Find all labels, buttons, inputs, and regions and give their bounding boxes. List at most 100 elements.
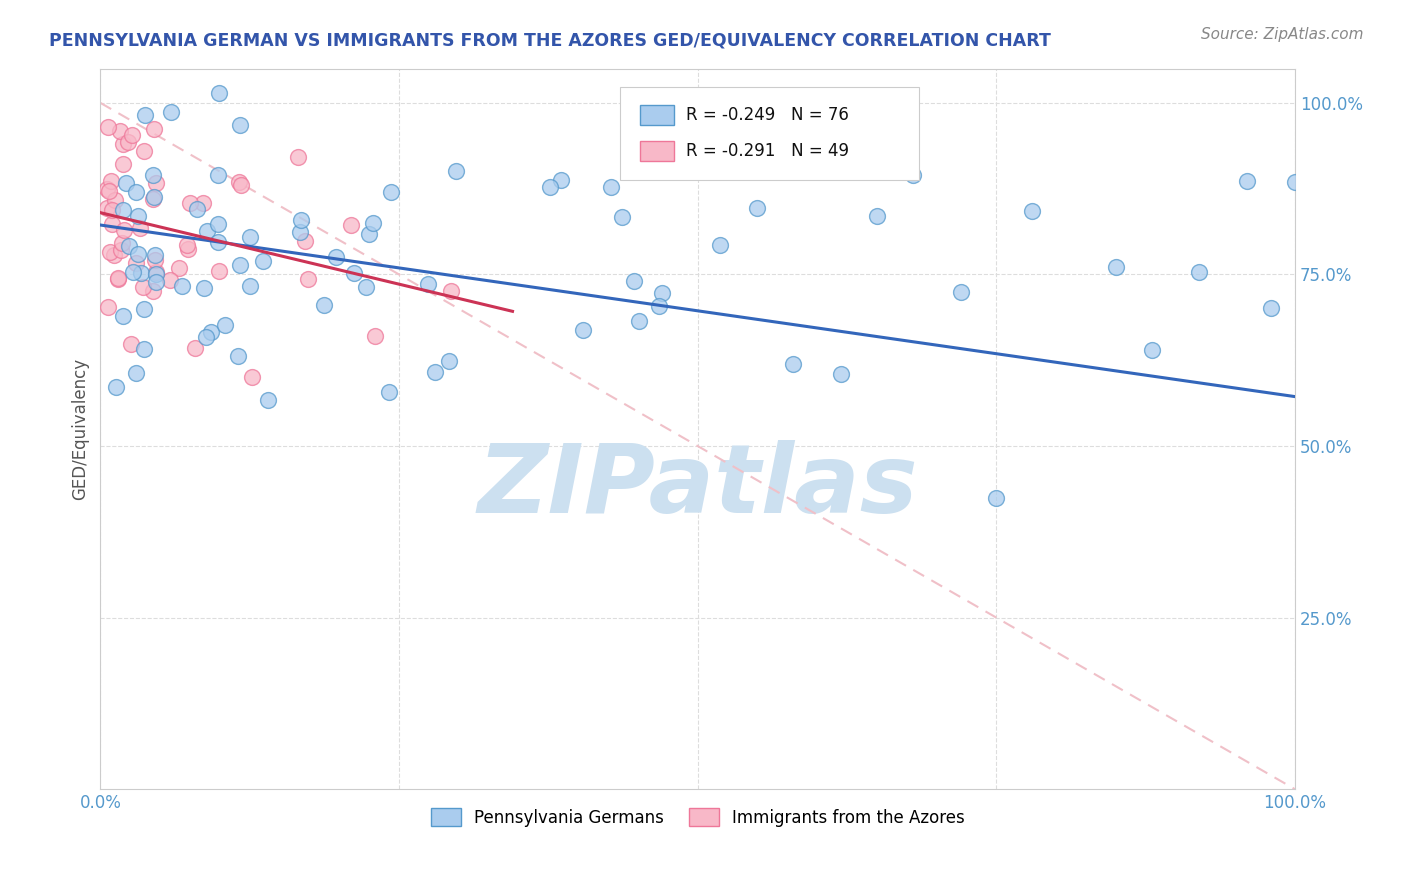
Text: ZIPatlas: ZIPatlas bbox=[478, 440, 918, 533]
Point bbox=[651, 285, 673, 300]
Point bbox=[627, 313, 650, 327]
Point bbox=[115, 177, 138, 191]
Point bbox=[901, 168, 924, 182]
Point bbox=[538, 179, 561, 194]
Point bbox=[252, 254, 274, 268]
Point bbox=[343, 266, 366, 280]
Point bbox=[143, 252, 166, 267]
Point bbox=[623, 274, 645, 288]
Point bbox=[294, 234, 316, 248]
Point bbox=[226, 349, 249, 363]
Point bbox=[111, 157, 134, 171]
Point bbox=[121, 265, 143, 279]
Point bbox=[364, 329, 387, 343]
Point bbox=[104, 380, 127, 394]
Point bbox=[361, 216, 384, 230]
Point bbox=[145, 267, 167, 281]
Point bbox=[103, 248, 125, 262]
Point bbox=[229, 258, 252, 272]
Point bbox=[378, 384, 401, 399]
Point bbox=[142, 192, 165, 206]
Point bbox=[98, 184, 121, 198]
Point bbox=[240, 370, 263, 384]
Point bbox=[170, 279, 193, 293]
Point bbox=[143, 248, 166, 262]
Point bbox=[100, 174, 122, 188]
Point bbox=[195, 224, 218, 238]
Point bbox=[314, 298, 336, 312]
Point bbox=[359, 227, 381, 242]
Point bbox=[100, 203, 122, 218]
Point bbox=[231, 178, 253, 192]
Point bbox=[610, 210, 633, 224]
Point bbox=[214, 318, 236, 333]
Point bbox=[111, 202, 134, 217]
Point bbox=[207, 235, 229, 249]
Point bbox=[600, 180, 623, 194]
Point bbox=[290, 225, 312, 239]
Point bbox=[125, 366, 148, 380]
Point bbox=[239, 279, 262, 293]
Point bbox=[132, 301, 155, 316]
Point bbox=[866, 210, 889, 224]
Point bbox=[96, 201, 118, 215]
Point bbox=[111, 136, 134, 151]
Text: PENNSYLVANIA GERMAN VS IMMIGRANTS FROM THE AZORES GED/EQUIVALENCY CORRELATION CH: PENNSYLVANIA GERMAN VS IMMIGRANTS FROM T… bbox=[49, 31, 1052, 49]
Point bbox=[184, 341, 207, 355]
Point bbox=[830, 368, 852, 382]
Point bbox=[145, 265, 167, 279]
Point bbox=[572, 323, 595, 337]
Point bbox=[207, 217, 229, 231]
Point bbox=[142, 190, 165, 204]
Point bbox=[127, 247, 149, 261]
Y-axis label: GED/Equivalency: GED/Equivalency bbox=[72, 358, 89, 500]
Point bbox=[134, 108, 156, 122]
Point bbox=[709, 238, 731, 252]
Point bbox=[101, 217, 124, 231]
Point bbox=[145, 275, 167, 289]
Point bbox=[339, 218, 361, 232]
Point bbox=[110, 244, 132, 258]
Point bbox=[287, 149, 309, 163]
Point bbox=[145, 176, 167, 190]
Point bbox=[112, 309, 135, 323]
Point bbox=[142, 169, 165, 183]
Point bbox=[129, 266, 152, 280]
Point bbox=[128, 221, 150, 235]
Point bbox=[96, 182, 118, 196]
Point bbox=[986, 491, 1008, 505]
Point bbox=[97, 120, 120, 135]
Point bbox=[176, 237, 198, 252]
Point bbox=[159, 273, 181, 287]
Point bbox=[1188, 265, 1211, 279]
Point bbox=[208, 86, 231, 100]
Point bbox=[124, 255, 146, 269]
Point bbox=[1260, 301, 1282, 316]
Point bbox=[104, 193, 127, 207]
Point bbox=[160, 104, 183, 119]
Point bbox=[229, 118, 252, 132]
Point bbox=[107, 272, 129, 286]
Point bbox=[290, 213, 312, 227]
Point bbox=[121, 128, 143, 142]
Point bbox=[550, 172, 572, 186]
Point bbox=[107, 271, 129, 285]
Point bbox=[325, 250, 347, 264]
Point bbox=[782, 357, 804, 371]
Point bbox=[97, 300, 120, 314]
Point bbox=[117, 136, 139, 150]
Point bbox=[167, 261, 190, 276]
Point bbox=[437, 354, 460, 368]
Point bbox=[179, 196, 201, 211]
Point bbox=[132, 342, 155, 356]
Bar bbox=[640, 141, 673, 161]
Point bbox=[193, 281, 215, 295]
Point bbox=[125, 186, 148, 200]
Point bbox=[647, 299, 669, 313]
Point bbox=[114, 222, 136, 236]
Point bbox=[186, 202, 208, 217]
Point bbox=[297, 272, 319, 286]
Point bbox=[142, 121, 165, 136]
FancyBboxPatch shape bbox=[620, 87, 918, 180]
Bar bbox=[640, 105, 673, 126]
